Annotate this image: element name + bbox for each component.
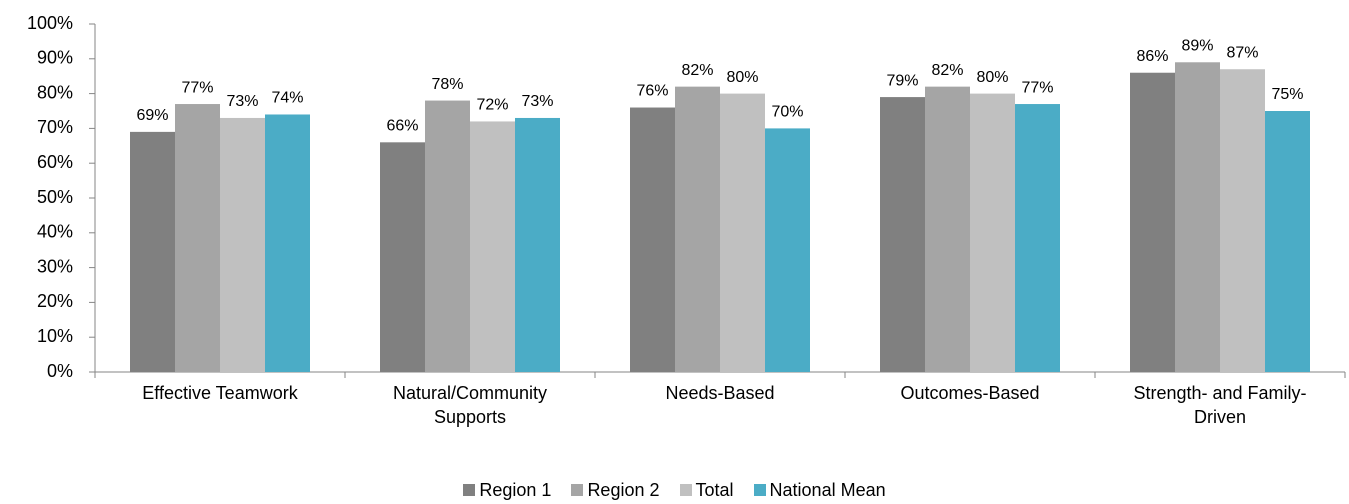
legend-label: Region 1	[479, 480, 552, 500]
data-label: 80%	[976, 69, 1008, 86]
data-label: 82%	[681, 62, 713, 79]
legend-item: Total	[679, 480, 734, 501]
data-label: 82%	[931, 62, 963, 79]
y-tick-label: 10%	[37, 326, 73, 346]
bar	[425, 100, 470, 372]
bar	[1015, 104, 1060, 372]
x-tick-label: Effective Teamwork	[142, 383, 298, 403]
data-label: 78%	[431, 76, 463, 93]
data-label: 79%	[886, 72, 918, 89]
x-tick-label: Strength- and Family-Driven	[1133, 383, 1307, 427]
bar	[265, 114, 310, 372]
bar	[765, 128, 810, 372]
y-tick-label: 60%	[37, 152, 73, 172]
y-tick-label: 40%	[37, 222, 73, 242]
data-label: 74%	[271, 90, 303, 107]
legend-item: Region 1	[463, 480, 551, 501]
y-tick-label: 100%	[27, 13, 73, 33]
legend-swatch	[753, 484, 766, 496]
legend-label: Region 2	[587, 480, 660, 500]
bar	[925, 86, 970, 372]
bar	[1265, 111, 1310, 372]
data-label: 77%	[181, 79, 213, 96]
legend-item: National Mean	[753, 480, 886, 501]
bar	[470, 121, 515, 372]
data-label: 80%	[726, 69, 758, 86]
y-tick-label: 90%	[37, 48, 73, 68]
bar	[720, 93, 765, 372]
bar	[675, 86, 720, 372]
y-tick-label: 0%	[47, 361, 73, 381]
data-label: 89%	[1181, 37, 1213, 54]
bar	[175, 104, 220, 372]
bar	[1130, 72, 1175, 372]
x-tick-label: Natural/Community Supports	[392, 383, 548, 427]
data-label: 75%	[1271, 86, 1303, 103]
data-label: 70%	[771, 104, 803, 121]
bar	[970, 93, 1015, 372]
bar	[130, 131, 175, 372]
legend-swatch	[571, 484, 584, 496]
data-label: 72%	[476, 97, 508, 114]
data-label: 66%	[386, 118, 418, 135]
bar	[220, 117, 265, 373]
data-label: 87%	[1226, 44, 1258, 61]
y-tick-label: 70%	[37, 117, 73, 137]
bar	[380, 142, 425, 372]
data-label: 73%	[521, 93, 553, 110]
y-tick-label: 50%	[37, 187, 73, 207]
bar	[630, 107, 675, 373]
legend-label: National Mean	[769, 480, 886, 500]
data-label: 73%	[226, 93, 258, 110]
legend-swatch	[679, 484, 692, 496]
legend-swatch	[463, 484, 476, 496]
bar	[1175, 62, 1220, 372]
data-label: 69%	[136, 107, 168, 124]
y-tick-label: 80%	[37, 82, 73, 102]
x-tick-label: Needs-Based	[665, 383, 775, 403]
bar	[880, 97, 925, 372]
data-label: 86%	[1136, 48, 1168, 65]
x-tick-label: Outcomes-Based	[900, 383, 1040, 403]
legend-item: Region 2	[571, 480, 660, 501]
bar	[515, 117, 560, 373]
y-tick-label: 20%	[37, 291, 73, 311]
y-tick-label: 30%	[37, 256, 73, 276]
legend: Region 1 Region 2 Total National Mean	[0, 480, 1349, 501]
legend-label: Total	[695, 480, 734, 500]
bar	[1220, 69, 1265, 373]
data-label: 77%	[1021, 79, 1053, 96]
data-label: 76%	[636, 83, 668, 100]
